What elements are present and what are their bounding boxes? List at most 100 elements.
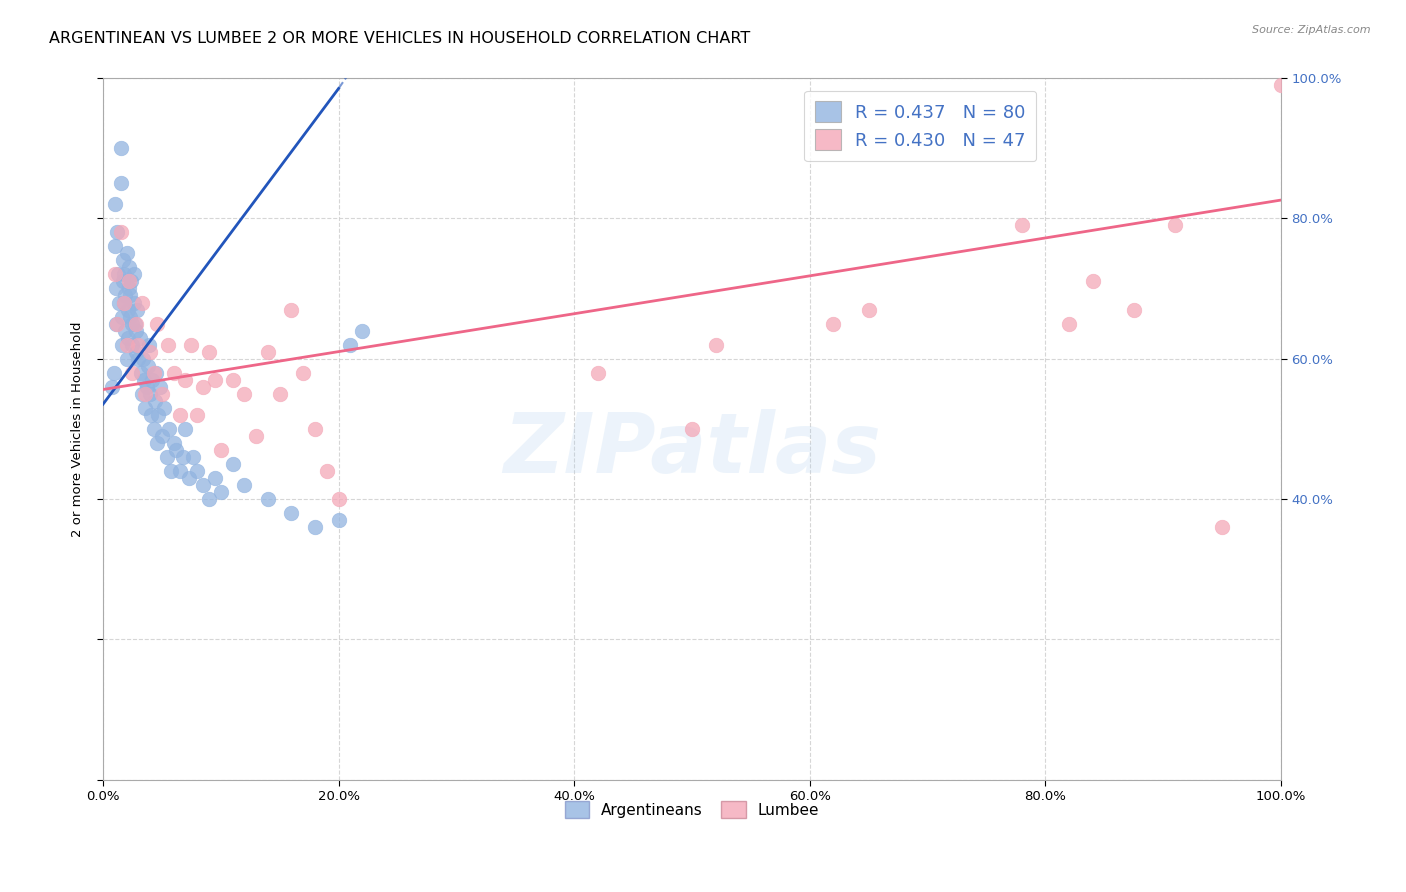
Point (280, 506, 302, 520)
Point (143, 393, 166, 408)
Point (150, 386, 173, 401)
Point (186, 408, 208, 422)
Point (181, 450, 204, 464)
Point (110, 141, 132, 155)
Text: Source: ZipAtlas.com: Source: ZipAtlas.com (1253, 25, 1371, 35)
Point (328, 491, 350, 506)
Point (124, 317, 146, 331)
Point (104, 239, 127, 253)
Point (134, 401, 156, 415)
Point (141, 373, 163, 387)
Y-axis label: 2 or more Vehicles in Household: 2 or more Vehicles in Household (72, 321, 84, 537)
Point (114, 324, 136, 338)
Point (1164, 219, 1187, 233)
Point (174, 373, 197, 387)
Point (112, 268, 135, 282)
Point (136, 359, 159, 373)
Point (128, 330, 150, 344)
Point (148, 380, 170, 394)
Point (121, 317, 143, 331)
Point (198, 344, 221, 359)
Point (139, 386, 162, 401)
Point (304, 422, 326, 436)
Point (165, 442, 187, 457)
Point (127, 337, 149, 351)
Point (112, 295, 135, 310)
Point (111, 253, 134, 268)
Point (169, 464, 191, 478)
Point (134, 386, 156, 401)
Point (1081, 275, 1104, 289)
Point (145, 366, 167, 380)
Point (156, 337, 179, 351)
Point (142, 366, 165, 380)
Point (146, 317, 169, 331)
Point (823, 317, 845, 331)
Point (245, 429, 267, 443)
Point (115, 246, 138, 260)
Point (117, 330, 139, 344)
Point (104, 197, 127, 211)
Point (352, 324, 374, 338)
Point (103, 366, 125, 380)
Point (586, 366, 609, 380)
Point (204, 373, 226, 387)
Point (315, 464, 337, 478)
Point (139, 344, 162, 359)
Point (120, 275, 142, 289)
Point (221, 457, 243, 471)
Point (1270, 78, 1292, 92)
Point (209, 485, 232, 500)
Point (118, 260, 141, 275)
Point (186, 464, 208, 478)
Point (138, 337, 160, 351)
Point (153, 401, 176, 415)
Point (209, 442, 232, 457)
Legend: Argentineans, Lumbee: Argentineans, Lumbee (558, 795, 825, 824)
Point (111, 337, 134, 351)
Point (191, 478, 214, 492)
Point (135, 380, 157, 394)
Point (111, 275, 134, 289)
Point (704, 337, 727, 351)
Point (1211, 520, 1233, 534)
Point (125, 324, 148, 338)
Point (115, 351, 138, 366)
Point (174, 422, 197, 436)
Point (127, 351, 149, 366)
Point (110, 225, 132, 239)
Point (304, 520, 326, 534)
Point (118, 281, 141, 295)
Point (101, 380, 124, 394)
Point (233, 386, 256, 401)
Point (134, 373, 156, 387)
Point (1122, 302, 1144, 317)
Point (160, 464, 183, 478)
Text: ARGENTINEAN VS LUMBEE 2 OR MORE VEHICLES IN HOUSEHOLD CORRELATION CHART: ARGENTINEAN VS LUMBEE 2 OR MORE VEHICLES… (49, 31, 751, 46)
Point (115, 337, 138, 351)
Point (141, 408, 163, 422)
Point (118, 275, 141, 289)
Point (131, 295, 153, 310)
Point (339, 337, 361, 351)
Point (117, 302, 139, 317)
Point (104, 317, 127, 331)
Point (163, 435, 186, 450)
Point (105, 225, 128, 239)
Point (1057, 317, 1080, 331)
Point (112, 295, 135, 310)
Point (131, 386, 153, 401)
Point (104, 281, 127, 295)
Point (204, 471, 226, 485)
Point (114, 288, 136, 302)
Point (146, 435, 169, 450)
Point (292, 366, 315, 380)
Point (125, 344, 148, 359)
Point (121, 337, 143, 351)
Point (111, 310, 134, 324)
Point (269, 386, 291, 401)
Point (121, 366, 143, 380)
Point (257, 344, 280, 359)
Point (681, 422, 703, 436)
Point (155, 450, 177, 464)
